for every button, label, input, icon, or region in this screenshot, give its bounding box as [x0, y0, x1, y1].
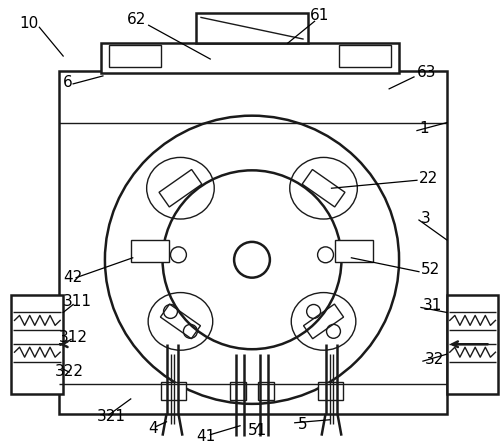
Text: 61: 61: [310, 8, 329, 23]
Bar: [59, 71, 447, 414]
Text: 31: 31: [423, 298, 442, 313]
Text: 4: 4: [149, 421, 158, 436]
Text: 42: 42: [63, 270, 82, 285]
Bar: [160, 382, 187, 400]
Text: 1: 1: [419, 121, 429, 136]
Text: 32: 32: [425, 352, 444, 366]
Text: 62: 62: [127, 12, 146, 27]
Text: 51: 51: [248, 423, 267, 438]
Text: 312: 312: [59, 330, 88, 345]
Bar: [336, 240, 373, 262]
Bar: [101, 43, 399, 73]
Text: 52: 52: [421, 262, 440, 277]
Bar: [12, 294, 63, 394]
Bar: [340, 45, 391, 67]
Text: 63: 63: [417, 65, 437, 81]
Bar: [230, 382, 246, 400]
Text: 311: 311: [63, 294, 92, 309]
Text: 41: 41: [196, 429, 216, 444]
Bar: [447, 294, 498, 394]
Bar: [258, 382, 274, 400]
Text: 6: 6: [63, 75, 73, 90]
Bar: [196, 13, 308, 43]
Text: 10: 10: [20, 16, 39, 31]
Bar: [317, 382, 344, 400]
Text: 22: 22: [419, 171, 438, 186]
Text: 3: 3: [421, 211, 431, 225]
Bar: [109, 45, 160, 67]
Text: 5: 5: [298, 417, 307, 432]
Text: 322: 322: [55, 364, 84, 379]
Bar: [131, 240, 169, 262]
Text: 321: 321: [97, 409, 126, 424]
